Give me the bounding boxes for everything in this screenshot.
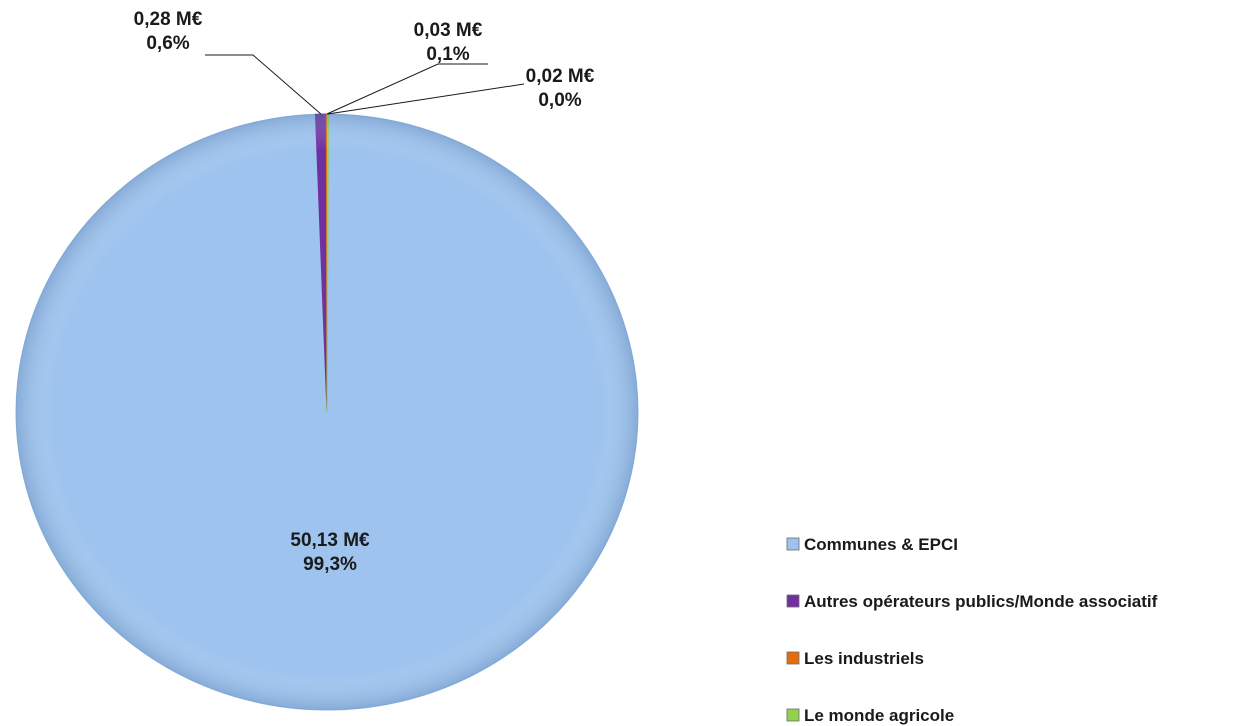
data-label-value: 0,03 M€ (414, 20, 483, 41)
data-label-percent: 0,6% (146, 33, 189, 54)
leader-lines (205, 54, 525, 115)
data-label-percent: 99,3% (303, 554, 357, 575)
legend-item-autres-operateurs-publics-monde-associatif: Autres opérateurs publics/Monde associat… (786, 592, 1158, 611)
data-label-value: 0,02 M€ (526, 66, 595, 87)
legend-swatch (786, 594, 800, 608)
pie-slices (15, 113, 639, 711)
legend-label: Autres opérateurs publics/Monde associat… (804, 592, 1158, 611)
data-label-le-monde-agricole: 0,02 M€ 0,0% (526, 66, 595, 111)
legend-item-communes-epci: Communes & EPCI (786, 535, 958, 554)
legend-item-les-industriels: Les industriels (786, 649, 924, 668)
legend-item-le-monde-agricole: Le monde agricole (786, 706, 954, 725)
legend-label: Les industriels (804, 649, 924, 668)
data-labels: 50,13 M€ 99,3% 0,28 M€ 0,6% 0,03 M€ 0,1% 0,02 … (134, 9, 595, 575)
data-label-autres-operateurs-publics-monde-associatif: 0,28 M€ 0,6% (134, 9, 203, 54)
data-label-value: 50,13 M€ (290, 530, 370, 551)
legend-label: Communes & EPCI (804, 535, 958, 554)
data-label-les-industriels: 0,03 M€ 0,1% (414, 20, 483, 65)
legend-swatch (786, 537, 800, 551)
leader-line-les-industriels (326, 63, 488, 115)
legend: Communes & EPCI Autres opérateurs publics… (786, 535, 1158, 725)
legend-swatch (786, 651, 800, 665)
leader-line-le-monde-agricole (327, 83, 525, 115)
legend-label: Le monde agricole (804, 706, 954, 725)
legend-swatch (786, 708, 800, 722)
data-label-communes-epci: 50,13 M€ 99,3% (290, 530, 370, 575)
data-label-percent: 0,0% (538, 90, 581, 111)
data-label-percent: 0,1% (426, 44, 469, 65)
data-label-value: 0,28 M€ (134, 9, 203, 30)
leader-line-autres-operateurs-publics-monde-associatif (205, 54, 322, 115)
